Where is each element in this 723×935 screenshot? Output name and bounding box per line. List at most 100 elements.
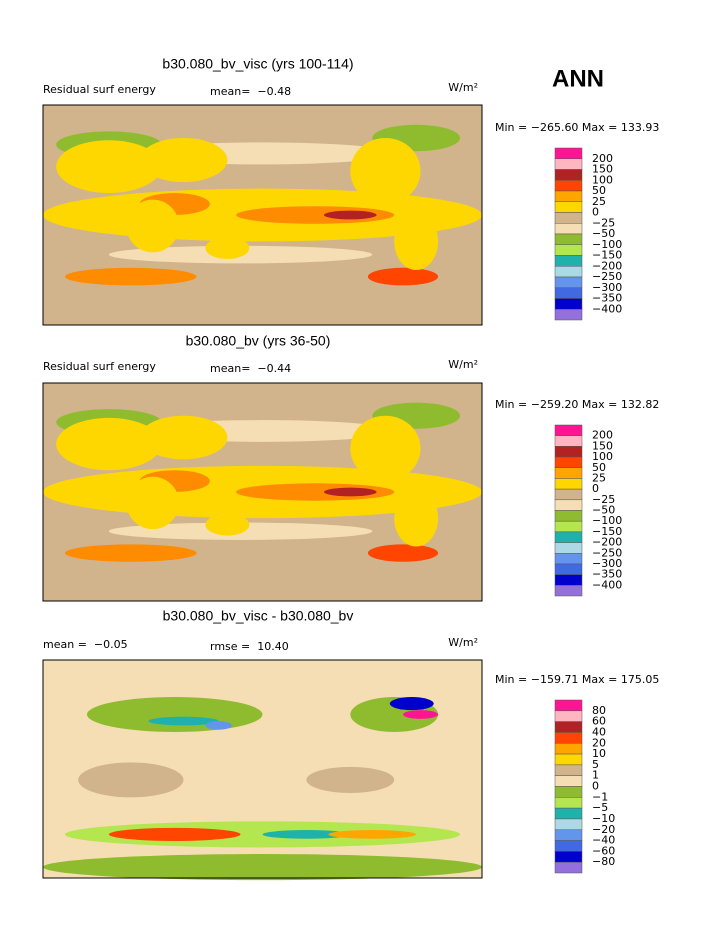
left-label: mean = −0.05 <box>43 638 128 651</box>
colorbar-label: −50 <box>592 227 615 240</box>
map-frame <box>42 382 483 602</box>
colorbar-box <box>554 553 583 565</box>
panel-title: b30.080_bv (yrs 36-50) <box>186 333 331 349</box>
colorbar-box <box>554 786 583 798</box>
left-label: Residual surf energy <box>43 83 156 96</box>
colorbar-label: 150 <box>592 439 613 452</box>
colorbar-label: −25 <box>592 493 615 506</box>
colorbar-box <box>554 807 583 820</box>
colorbar-box <box>554 223 583 235</box>
field-patch <box>43 721 482 774</box>
field-patch <box>64 267 197 286</box>
colorbar-box <box>554 775 583 787</box>
map <box>42 659 483 881</box>
field-patch <box>56 140 162 194</box>
colorbar-label: 25 <box>592 195 606 208</box>
colorbar-label: 1 <box>592 769 599 782</box>
field-patch <box>262 830 351 839</box>
colorbar-label: 50 <box>592 184 606 197</box>
field-patch <box>148 716 219 726</box>
colorbar-label: 40 <box>592 725 606 738</box>
colorbar-box <box>554 212 583 224</box>
colorbar-box <box>554 542 583 554</box>
colorbar-box <box>554 276 583 288</box>
colorbar-box <box>554 446 583 458</box>
colorbar-box <box>554 233 583 245</box>
map-frame <box>42 104 483 326</box>
colorbar-box <box>554 255 583 267</box>
colorbar-box <box>554 574 583 586</box>
field-patch <box>367 267 439 286</box>
left-label: Residual surf energy <box>43 360 156 373</box>
colorbar-label: −40 <box>592 834 615 847</box>
colorbar-box <box>554 531 583 543</box>
colorbar-label: −150 <box>592 525 622 538</box>
colorbar-box <box>554 424 583 436</box>
colorbar-label: −200 <box>592 536 622 549</box>
colorbar-label: 0 <box>592 780 599 793</box>
colorbar-label: 100 <box>592 450 613 463</box>
colorbar-box <box>554 147 583 159</box>
colorbar-label: 5 <box>592 758 599 771</box>
colorbar-label: 20 <box>592 736 606 749</box>
field-patch <box>43 298 482 321</box>
colorbar-box <box>554 585 583 597</box>
colorbar-label: −60 <box>592 844 615 857</box>
colorbar-box <box>554 861 583 874</box>
field-patch <box>389 697 434 711</box>
colorbar-box <box>554 563 583 575</box>
colorbar-label: −25 <box>592 216 615 229</box>
colorbar-box <box>554 478 583 490</box>
field-patch <box>108 827 241 841</box>
field-patch <box>350 138 421 204</box>
map <box>42 382 483 602</box>
colorbar-box <box>554 190 583 202</box>
colorbar-box <box>554 499 583 511</box>
field-patch <box>139 138 228 182</box>
colorbar-box <box>554 797 583 809</box>
colorbar-box <box>554 840 583 852</box>
colorbar-box <box>554 180 583 192</box>
colorbar-label: 10 <box>592 747 606 760</box>
stat-label: mean= −0.44 <box>210 362 291 375</box>
colorbar-label: 150 <box>592 163 613 176</box>
colorbar-box <box>554 818 583 830</box>
colorbar-box <box>554 456 583 468</box>
colorbar-label: −5 <box>592 801 608 814</box>
colorbar-box <box>554 699 583 712</box>
stat-label: rmse = 10.40 <box>210 640 289 653</box>
range-label: Min = −265.60 Max = 133.93 <box>495 121 659 134</box>
field-patch <box>402 710 439 719</box>
colorbar-label: −10 <box>592 812 615 825</box>
colorbar-label: 60 <box>592 715 606 728</box>
field-patch <box>126 199 180 253</box>
colorbar-label: −300 <box>592 281 622 294</box>
range-label: Min = −259.20 Max = 132.82 <box>495 398 659 411</box>
field-patch <box>78 762 184 798</box>
colorbar-label: 0 <box>592 482 599 495</box>
colorbar-label: 50 <box>592 461 606 474</box>
field-patch <box>306 766 395 793</box>
colorbar-label: −20 <box>592 823 615 836</box>
units: W/m² <box>448 358 478 371</box>
range-label: Min = −159.71 Max = 175.05 <box>495 673 659 686</box>
colorbar-label: −100 <box>592 238 622 251</box>
field-patch <box>367 544 439 562</box>
field-patch <box>86 697 263 732</box>
colorbar-box <box>554 298 583 310</box>
colorbar-box <box>554 488 583 501</box>
colorbar-label: −250 <box>592 546 622 559</box>
colorbar-box <box>554 753 583 766</box>
field-patch <box>323 210 377 220</box>
colorbar-box <box>554 266 583 278</box>
field-patch <box>394 489 439 547</box>
colorbar-box <box>554 732 583 744</box>
field-patch <box>236 483 395 501</box>
field-patch <box>139 415 228 460</box>
colorbar-label: 100 <box>592 173 613 186</box>
field-patch <box>56 417 162 471</box>
field-patch <box>43 854 482 881</box>
field-patch <box>328 830 417 839</box>
colorbar-label: −1 <box>592 790 608 803</box>
colorbar-label: −300 <box>592 557 622 570</box>
